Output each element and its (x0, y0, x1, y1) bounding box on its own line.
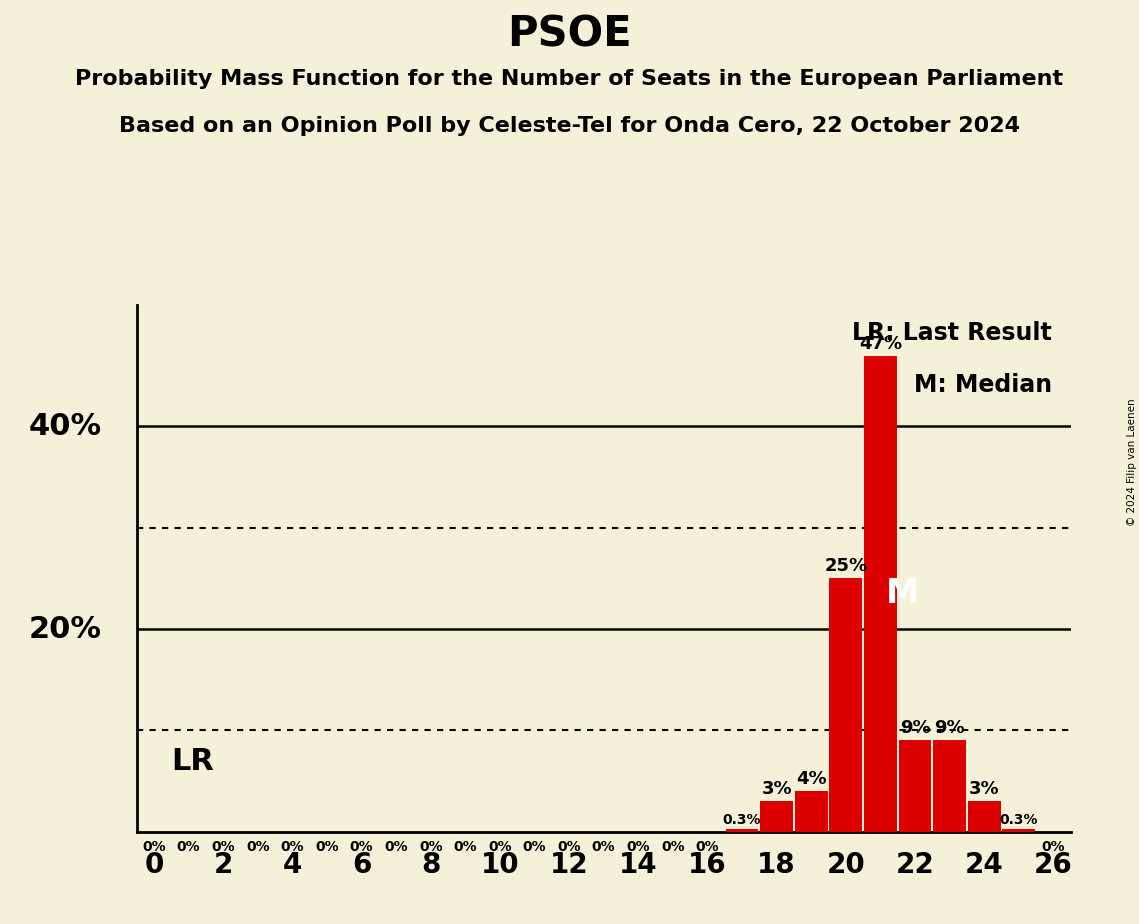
Bar (1002, 829, 1035, 832)
Text: 4%: 4% (796, 770, 827, 788)
Text: M: Median: M: Median (913, 373, 1052, 397)
Text: 0.3%: 0.3% (1000, 812, 1038, 827)
Text: 0%: 0% (626, 840, 650, 854)
Text: 0%: 0% (212, 840, 235, 854)
Text: 0%: 0% (246, 840, 270, 854)
Text: 0%: 0% (661, 840, 685, 854)
Text: Probability Mass Function for the Number of Seats in the European Parliament: Probability Mass Function for the Number… (75, 69, 1064, 90)
Text: 9%: 9% (934, 720, 965, 737)
Bar (933, 740, 966, 832)
Bar (968, 801, 1000, 832)
Text: 0%: 0% (453, 840, 477, 854)
Bar (899, 740, 932, 832)
Text: Based on an Opinion Poll by Celeste-Tel for Onda Cero, 22 October 2024: Based on an Opinion Poll by Celeste-Tel … (118, 116, 1021, 136)
Bar (829, 578, 862, 832)
Text: 0%: 0% (592, 840, 615, 854)
Text: 0%: 0% (280, 840, 304, 854)
Text: 47%: 47% (859, 334, 902, 353)
Text: 3%: 3% (761, 780, 792, 798)
Bar (760, 801, 793, 832)
Text: 0%: 0% (142, 840, 166, 854)
Text: 0%: 0% (523, 840, 547, 854)
Bar (795, 791, 828, 832)
Text: LR: Last Result: LR: Last Result (852, 321, 1052, 345)
Text: 0.3%: 0.3% (723, 812, 761, 827)
Text: © 2024 Filip van Laenen: © 2024 Filip van Laenen (1126, 398, 1137, 526)
Text: 0%: 0% (696, 840, 719, 854)
Bar (726, 829, 759, 832)
Text: PSOE: PSOE (507, 14, 632, 55)
Text: 0%: 0% (350, 840, 374, 854)
Text: 25%: 25% (825, 557, 868, 576)
Text: 0%: 0% (1041, 840, 1065, 854)
Text: LR: LR (171, 747, 214, 776)
Bar (865, 356, 896, 832)
Text: 0%: 0% (419, 840, 443, 854)
Text: 0%: 0% (384, 840, 408, 854)
Text: 20%: 20% (30, 614, 103, 643)
Text: 40%: 40% (28, 412, 103, 441)
Text: 3%: 3% (969, 780, 1000, 798)
Text: 0%: 0% (557, 840, 581, 854)
Text: 0%: 0% (489, 840, 511, 854)
Text: 0%: 0% (316, 840, 338, 854)
Text: M: M (886, 578, 919, 610)
Text: 9%: 9% (900, 720, 931, 737)
Text: 0%: 0% (177, 840, 200, 854)
